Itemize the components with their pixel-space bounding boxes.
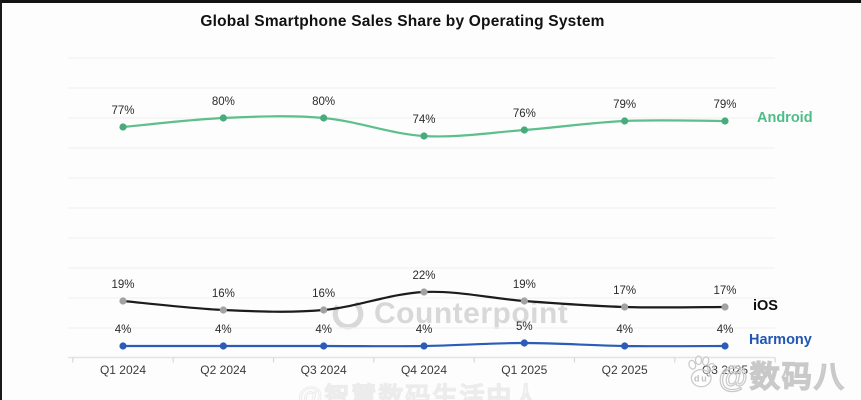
- data-point-ios: [621, 303, 629, 311]
- point-label-android: 80%: [212, 96, 235, 108]
- series-label-android: Android: [757, 110, 813, 126]
- point-label-harmony: 4%: [717, 324, 734, 336]
- x-tick-label: Q3 2025: [702, 363, 748, 377]
- data-point-ios: [520, 297, 528, 305]
- point-label-ios: 19%: [111, 279, 134, 291]
- point-label-android: 77%: [111, 105, 134, 117]
- series-label-ios: iOS: [753, 298, 778, 314]
- point-label-harmony: 4%: [416, 324, 433, 336]
- x-tick-label: Q2 2025: [602, 363, 648, 377]
- point-label-ios: 19%: [513, 279, 536, 291]
- point-label-ios: 16%: [312, 288, 335, 300]
- chart-title: Global Smartphone Sales Share by Operati…: [200, 13, 605, 30]
- x-tick-label: Q4 2024: [401, 363, 447, 377]
- point-label-harmony: 4%: [215, 324, 232, 336]
- data-point-android: [721, 117, 729, 125]
- point-label-android: 76%: [513, 108, 536, 120]
- photo-left-border: [0, 0, 2, 400]
- point-label-harmony: 4%: [115, 324, 132, 336]
- data-point-android: [621, 117, 629, 125]
- point-label-android: 79%: [613, 99, 636, 111]
- point-label-android: 80%: [312, 96, 335, 108]
- data-point-android: [219, 114, 227, 122]
- data-point-ios: [119, 297, 127, 305]
- data-point-harmony: [721, 342, 729, 350]
- point-label-ios: 16%: [212, 288, 235, 300]
- data-point-harmony: [520, 339, 528, 347]
- x-tick-label: Q2 2024: [200, 363, 246, 377]
- data-point-android: [320, 114, 328, 122]
- point-label-android: 74%: [412, 114, 435, 126]
- x-tick-label: Q3 2024: [301, 363, 347, 377]
- data-point-ios: [721, 303, 729, 311]
- point-label-harmony: 5%: [516, 321, 533, 333]
- data-point-harmony: [320, 342, 328, 350]
- data-point-harmony: [119, 342, 127, 350]
- data-point-harmony: [219, 342, 227, 350]
- point-label-ios: 17%: [613, 285, 636, 297]
- data-point-ios: [320, 306, 328, 314]
- point-label-android: 79%: [713, 99, 736, 111]
- data-point-ios: [420, 288, 428, 296]
- data-point-harmony: [420, 342, 428, 350]
- x-tick-label: Q1 2024: [100, 363, 146, 377]
- data-point-ios: [219, 306, 227, 314]
- point-label-ios: 17%: [713, 285, 736, 297]
- data-point-android: [119, 123, 127, 131]
- point-label-ios: 22%: [412, 270, 435, 282]
- data-point-harmony: [621, 342, 629, 350]
- data-point-android: [420, 132, 428, 140]
- data-point-android: [520, 126, 528, 134]
- photo-top-border: [0, 0, 861, 3]
- point-label-harmony: 4%: [315, 324, 332, 336]
- series-label-harmony: Harmony: [749, 332, 812, 348]
- point-label-harmony: 4%: [616, 324, 633, 336]
- x-tick-label: Q1 2025: [501, 363, 547, 377]
